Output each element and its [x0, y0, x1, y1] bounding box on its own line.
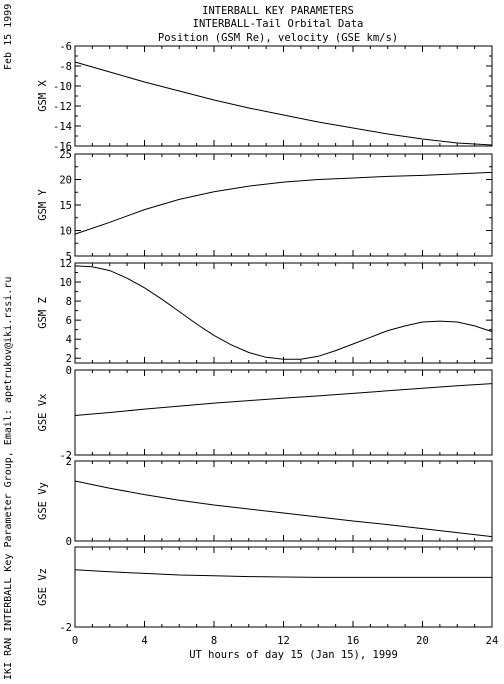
y-axis-label: GSM X	[37, 80, 49, 112]
y-tick-label: 10	[59, 226, 72, 238]
x-axis-label: UT hours of day 15 (Jan 15), 1999	[189, 649, 398, 661]
series-line	[74, 171, 493, 235]
chart-title-line-3: Position (GSM Re), velocity (GSE km/s)	[158, 32, 398, 44]
panel-frame	[74, 45, 493, 147]
y-tick-label: 0	[66, 536, 72, 548]
y-axis-label: GSE Vz	[37, 568, 49, 606]
y-tick-label: 12	[59, 258, 72, 270]
date-label: Feb 15 1999	[3, 4, 14, 70]
x-tick-label: 16	[347, 635, 360, 647]
y-tick-label: -6	[59, 41, 72, 53]
series-line	[74, 383, 493, 416]
x-tick-label: 20	[416, 635, 429, 647]
credit-label: IKI RAN INTERBALL Key Parameter Group, E…	[3, 277, 14, 680]
y-tick-label: -10	[53, 81, 72, 93]
series-line	[74, 265, 493, 360]
y-tick-label: 2	[66, 353, 72, 365]
y-tick-label: 0	[66, 365, 72, 377]
y-tick-label: 20	[59, 175, 72, 187]
x-tick-label: 24	[486, 635, 499, 647]
series-line	[74, 569, 492, 578]
chart-title-line-1: INTERBALL KEY PARAMETERS	[202, 5, 354, 17]
y-tick-label: -8	[59, 61, 72, 73]
series-line	[74, 480, 493, 538]
chart-title-line-2: INTERBALL-Tail Orbital Data	[193, 18, 364, 30]
y-tick-label: 5	[66, 251, 72, 263]
y-tick-label: -16	[53, 141, 72, 153]
y-tick-label: 10	[59, 277, 72, 289]
y-tick-label: -14	[53, 121, 72, 133]
y-axis-label: GSM Y	[37, 189, 49, 221]
y-axis-label: GSE Vy	[37, 482, 49, 520]
x-tick-label: 0	[72, 635, 78, 647]
x-tick-label: 12	[277, 635, 290, 647]
series-line	[74, 61, 493, 146]
y-tick-label: 25	[59, 149, 72, 161]
y-tick-label: 2	[66, 456, 72, 468]
x-tick-label: 8	[211, 635, 217, 647]
y-tick-label: 6	[66, 315, 72, 327]
y-tick-label: -2	[59, 622, 72, 634]
y-tick-label: -12	[53, 101, 72, 113]
y-axis-label: GSM Z	[37, 297, 49, 329]
y-tick-label: 8	[66, 296, 72, 308]
panel-frame	[74, 262, 493, 364]
panel-frame	[74, 546, 493, 628]
y-axis-label: GSE Vx	[37, 394, 49, 432]
y-tick-label: 15	[59, 200, 72, 212]
x-tick-label: 4	[141, 635, 147, 647]
y-tick-label: 4	[66, 334, 72, 346]
panel-frame	[74, 153, 493, 257]
panel-frame	[74, 369, 493, 456]
y-tick-label: -2	[59, 450, 72, 462]
